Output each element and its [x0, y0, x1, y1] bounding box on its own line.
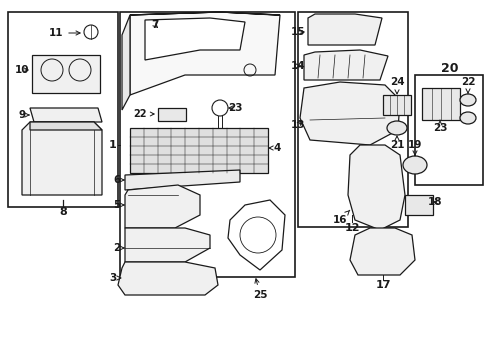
Ellipse shape [460, 112, 476, 124]
Text: 19: 19 [408, 140, 422, 156]
Bar [130, 128, 268, 173]
Text: 25: 25 [253, 279, 267, 300]
Bar [298, 12, 408, 227]
Polygon shape [304, 50, 388, 80]
Polygon shape [348, 145, 405, 230]
Polygon shape [30, 122, 102, 130]
Text: 18: 18 [428, 197, 442, 207]
Text: 12: 12 [344, 223, 360, 233]
Ellipse shape [460, 94, 476, 106]
Text: 10: 10 [15, 65, 29, 75]
Text: 23: 23 [433, 120, 447, 133]
Polygon shape [350, 228, 415, 275]
Bar [158, 108, 186, 121]
Bar [120, 12, 295, 277]
Text: 17: 17 [375, 280, 391, 290]
Text: 1: 1 [109, 140, 117, 150]
Text: 22: 22 [461, 77, 475, 93]
Polygon shape [30, 108, 102, 122]
Bar [415, 75, 483, 185]
Polygon shape [22, 122, 102, 195]
Text: 8: 8 [59, 207, 67, 217]
Polygon shape [130, 12, 280, 95]
Text: 5: 5 [113, 200, 124, 210]
Text: 22: 22 [133, 109, 154, 119]
Text: 13: 13 [291, 120, 305, 130]
Polygon shape [308, 14, 382, 45]
Text: 21: 21 [390, 136, 404, 150]
Polygon shape [125, 228, 210, 262]
Text: 14: 14 [291, 61, 305, 71]
Ellipse shape [387, 121, 407, 135]
Text: 23: 23 [228, 103, 242, 113]
Text: 9: 9 [19, 110, 29, 120]
Polygon shape [145, 18, 245, 60]
Text: 6: 6 [113, 175, 124, 185]
Text: 16: 16 [333, 210, 350, 225]
Ellipse shape [403, 156, 427, 174]
Polygon shape [300, 82, 400, 145]
Text: 11: 11 [49, 28, 80, 38]
Text: 4: 4 [269, 143, 281, 153]
Bar [383, 95, 411, 115]
Text: 3: 3 [109, 273, 121, 283]
Polygon shape [122, 15, 130, 110]
Text: 2: 2 [113, 243, 124, 253]
Polygon shape [118, 262, 218, 295]
Text: 15: 15 [291, 27, 305, 37]
Text: 7: 7 [151, 20, 159, 30]
Bar [422, 88, 460, 120]
Bar [8, 12, 118, 207]
Polygon shape [125, 185, 200, 228]
Bar [32, 55, 100, 93]
Text: 20: 20 [441, 62, 459, 75]
Bar [405, 195, 433, 215]
Polygon shape [130, 12, 280, 15]
Polygon shape [125, 170, 240, 190]
Text: 24: 24 [390, 77, 404, 94]
